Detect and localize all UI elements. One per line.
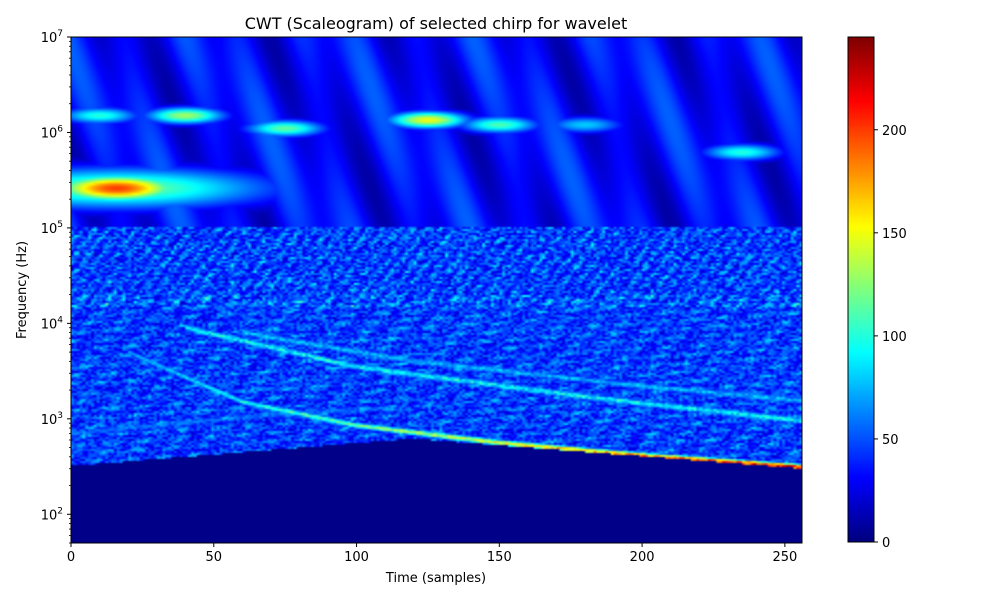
colorbar-tick-label: 50 xyxy=(882,433,899,448)
x-tick-label: 0 xyxy=(67,550,75,565)
y-tick-label: 104 xyxy=(41,315,64,332)
x-axis-label: Time (samples) xyxy=(385,571,486,586)
x-tick-label: 200 xyxy=(630,550,655,565)
colorbar: 0 50 100 150 200 xyxy=(847,36,907,551)
y-tick-label: 103 xyxy=(41,411,63,428)
colorbar-ticks: 0 50 100 150 200 xyxy=(874,124,907,551)
x-tick-label: 100 xyxy=(344,550,369,565)
y-axis: 102 103 104 105 106 107 xyxy=(41,29,71,544)
colorbar-tick-label: 200 xyxy=(882,124,907,139)
y-tick-label: 107 xyxy=(41,29,63,46)
y-tick-label: 102 xyxy=(41,506,63,523)
colorbar-tick-label: 100 xyxy=(882,330,907,345)
plot-frame xyxy=(70,36,803,544)
y-tick-label: 106 xyxy=(41,124,64,141)
scaleogram-heatmap xyxy=(71,37,802,543)
x-tick-label: 250 xyxy=(772,550,797,565)
chart-title: CWT (Scaleogram) of selected chirp for w… xyxy=(245,14,628,33)
colorbar-tick-label: 0 xyxy=(882,536,890,551)
y-axis-label: Frequency (Hz) xyxy=(15,241,30,339)
colorbar-frame xyxy=(847,36,875,543)
x-tick-label: 50 xyxy=(206,550,223,565)
colorbar-gradient xyxy=(848,37,874,542)
plot-area xyxy=(70,36,803,544)
x-axis: 0 50 100 150 200 250 xyxy=(67,543,797,565)
y-tick-label: 105 xyxy=(41,220,63,237)
colorbar-tick-label: 150 xyxy=(882,227,907,242)
x-tick-label: 150 xyxy=(487,550,512,565)
